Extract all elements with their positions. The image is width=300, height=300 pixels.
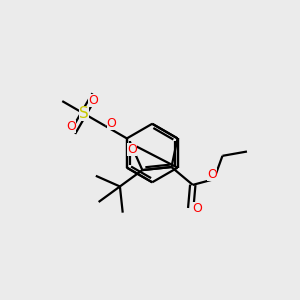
Text: O: O xyxy=(208,168,218,181)
Text: O: O xyxy=(127,143,137,156)
Text: O: O xyxy=(192,202,202,215)
Text: O: O xyxy=(106,117,116,130)
Text: O: O xyxy=(88,94,98,107)
Text: O: O xyxy=(66,120,76,133)
Text: S: S xyxy=(79,106,89,121)
